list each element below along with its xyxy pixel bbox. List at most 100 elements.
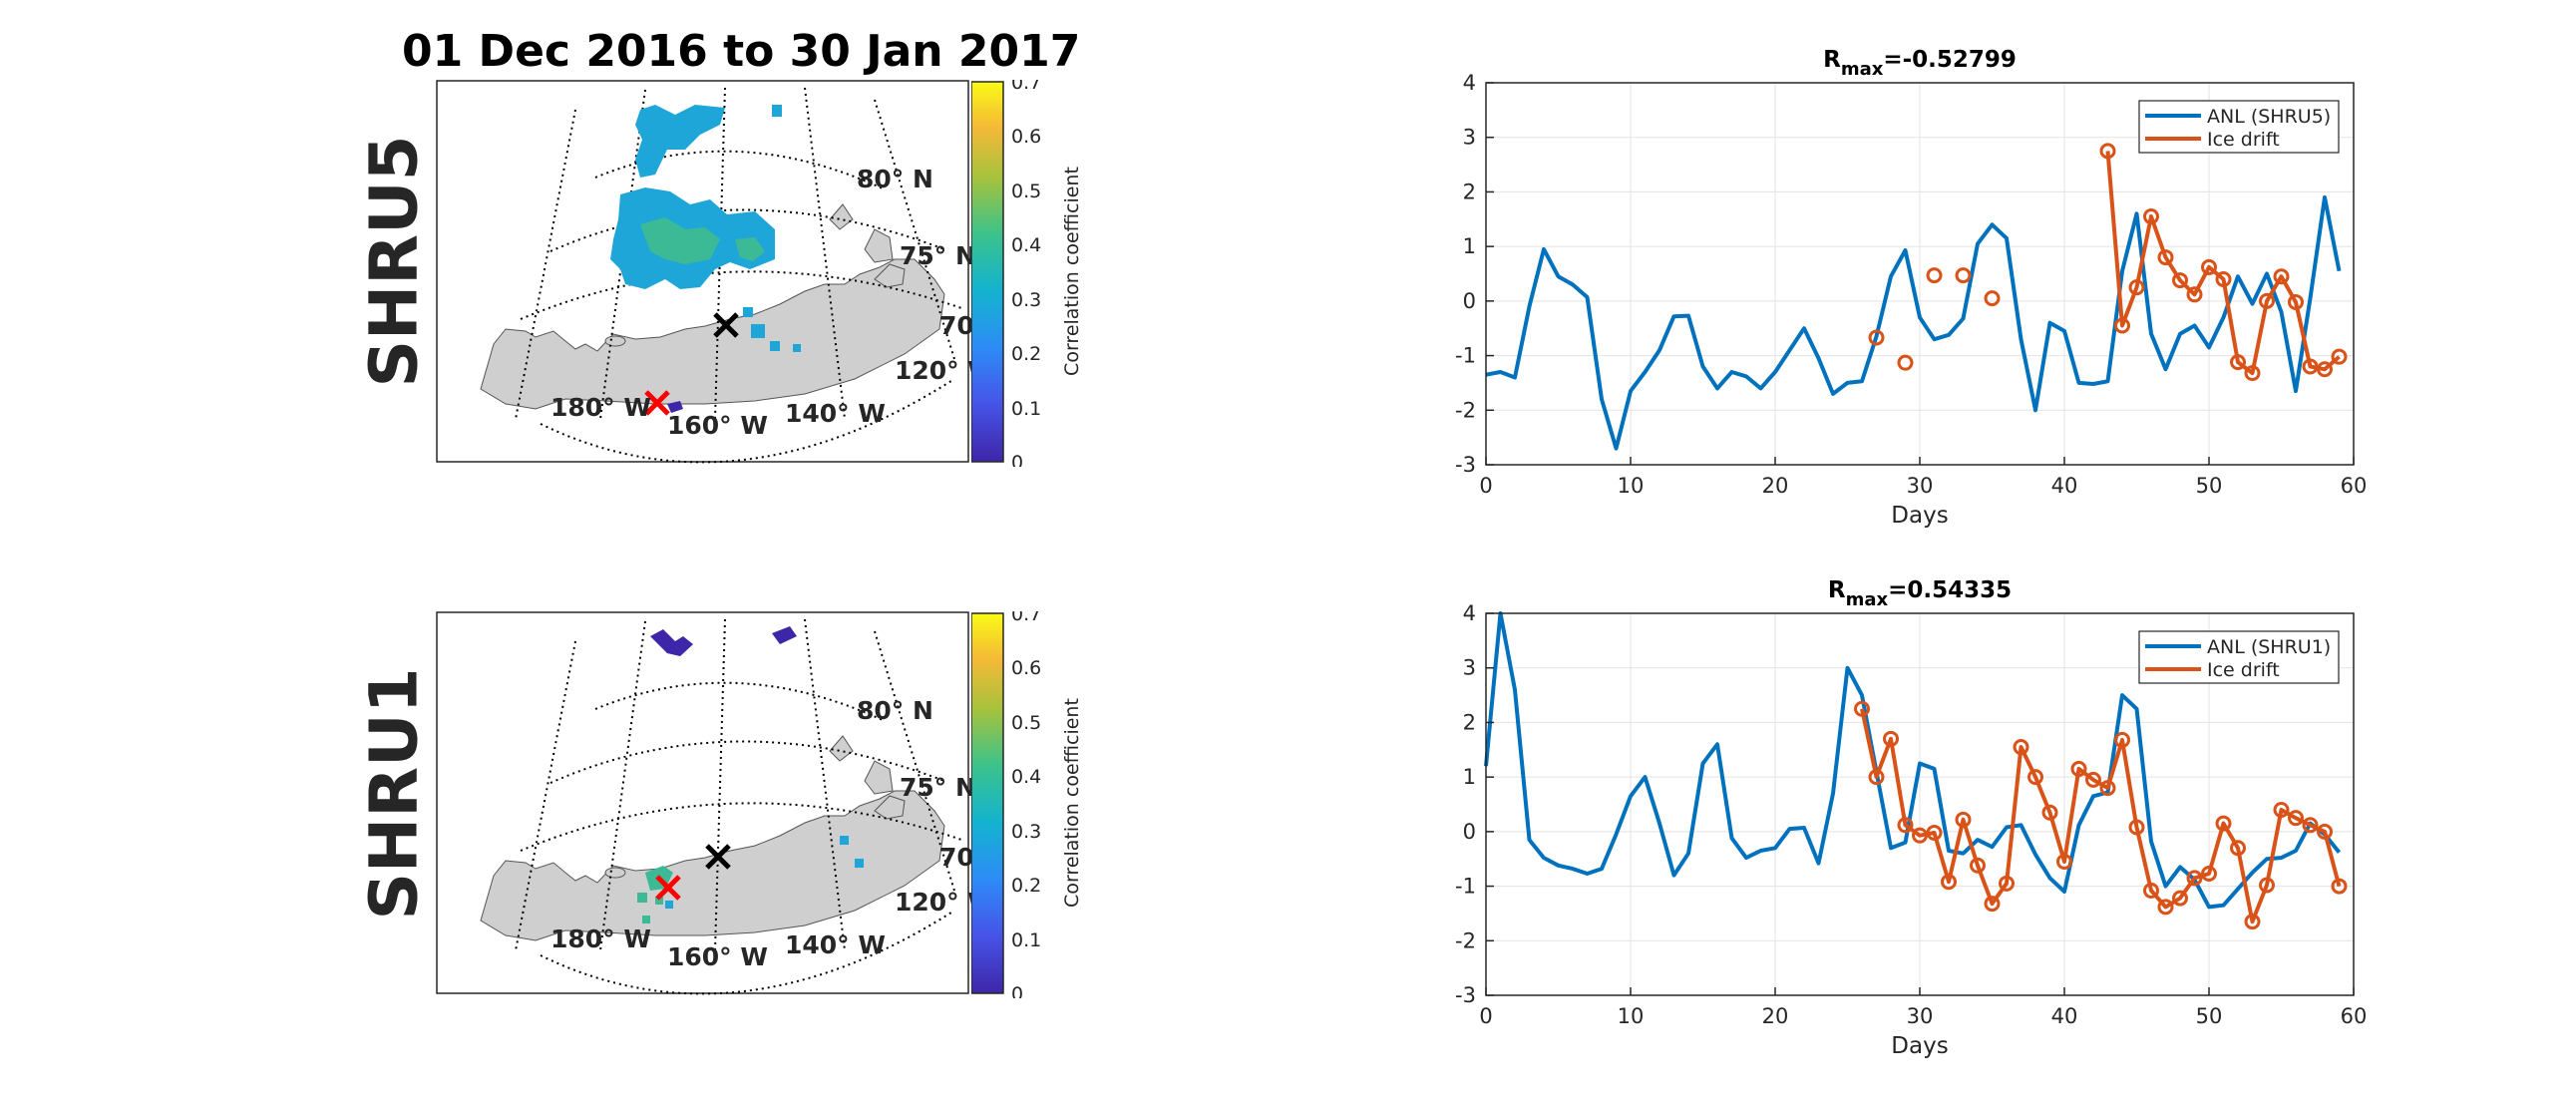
y-tick-label: -2 — [1455, 928, 1476, 952]
x-tick-label: 40 — [2051, 1004, 2078, 1028]
series-line — [1485, 194, 2342, 451]
data-point — [2085, 771, 2101, 788]
data-point — [2070, 760, 2087, 777]
land-island — [864, 228, 894, 263]
graticule — [515, 618, 965, 995]
figure-title: 01 Dec 2016 to 30 Jan 2017 — [402, 26, 1081, 77]
colorbar-tick: 0.5 — [1011, 181, 1041, 202]
colorbar-tick: 0 — [1011, 452, 1023, 467]
data-point — [2317, 361, 2333, 378]
lat-label: 75° N — [900, 773, 974, 802]
data-point — [2331, 348, 2348, 365]
data-point — [2041, 804, 2058, 821]
lat-label: 80° N — [857, 696, 933, 725]
data-point — [2244, 365, 2261, 382]
data-point — [2099, 780, 2116, 797]
lat-label: 70° N — [939, 311, 974, 340]
y-tick-label: 2 — [1463, 710, 1476, 734]
chart-title: Rmax=0.54335 — [1828, 577, 2012, 610]
line-chart-shru1: 0 10 20 30 40 50 60 -3 -2 -1 0 1 2 3 4 Days Rmax=0.54335… — [1455, 577, 2368, 1059]
correlation-patches — [610, 105, 801, 413]
legend-entry: Ice drift — [2207, 659, 2280, 681]
y-tick-label: -3 — [1455, 453, 1476, 477]
data-point — [1926, 267, 1943, 284]
x-tick-label: 20 — [1762, 1004, 1789, 1028]
colorbar-label: Correlation coefficient — [1061, 698, 1083, 908]
colorbar-tick: 0.6 — [1011, 657, 1041, 679]
x-tick-label: 20 — [1762, 474, 1789, 498]
land-island — [829, 203, 854, 230]
colorbar-shru5: 0.7 0.6 0.5 0.4 0.3 0.2 0.1 0 — [971, 80, 1041, 467]
colorbar-tick: 0.1 — [1011, 398, 1041, 420]
data-point — [1970, 857, 1986, 874]
data-point — [2273, 268, 2290, 285]
x-tick-label: 10 — [1618, 474, 1645, 498]
legend-box — [2138, 630, 2340, 684]
x-tick-label: 40 — [2051, 474, 2078, 498]
data-point — [2157, 249, 2174, 266]
legend-entry: ANL (SHRU1) — [2207, 636, 2331, 658]
data-point — [2244, 914, 2261, 930]
series-line — [1860, 708, 2342, 924]
chart-title: Rmax=-0.52799 — [1823, 47, 2017, 80]
legend-entry: Ice drift — [2207, 129, 2280, 151]
graticule — [515, 87, 965, 464]
station-marker-black-x — [705, 844, 731, 870]
colorbar-tick: 0.4 — [1011, 766, 1041, 788]
data-point — [1941, 874, 1957, 891]
y-tick-label: 3 — [1463, 126, 1476, 150]
y-tick-label: 1 — [1463, 234, 1476, 258]
lon-label: 160° W — [667, 942, 768, 971]
row-label-shru1: SHRU1 — [355, 667, 433, 921]
data-point — [2215, 815, 2232, 832]
data-point — [2201, 865, 2217, 882]
colorbar-tick: 0.7 — [1011, 80, 1041, 94]
colorbar-tick: 0.4 — [1011, 234, 1041, 256]
data-point — [2215, 270, 2232, 287]
data-point — [2230, 354, 2246, 371]
y-tick-label: -2 — [1455, 398, 1476, 422]
colorbar-label: Correlation coefficient — [1061, 167, 1083, 376]
colorbar-tick: 0 — [1011, 983, 1023, 998]
land-island — [604, 867, 626, 879]
data-point — [1897, 817, 1914, 834]
colorbar-tick: 0.1 — [1011, 929, 1041, 951]
station-marker-red-x — [655, 875, 681, 901]
data-point — [1984, 290, 2001, 307]
data-point — [1955, 811, 1972, 828]
colorbar-tick: 0.5 — [1011, 712, 1041, 734]
data-point — [2230, 840, 2246, 857]
data-point — [2157, 899, 2174, 916]
lon-label: 180° W — [551, 393, 651, 422]
lon-label: 140° W — [785, 399, 886, 428]
station-marker-red-x — [644, 390, 670, 416]
colorbar-tick: 0.3 — [1011, 289, 1041, 311]
data-point — [2128, 279, 2145, 296]
colorbar-shru1: 0.7 0.6 0.5 0.4 0.3 0.2 0.1 0 — [971, 611, 1041, 998]
x-tick-label: 60 — [2341, 1004, 2368, 1028]
y-tick-label: -3 — [1455, 983, 1476, 1007]
data-point — [2099, 143, 2116, 160]
land-island — [864, 760, 894, 795]
x-tick-label: 0 — [1479, 1004, 1492, 1028]
data-point — [1999, 875, 2015, 892]
data-point — [2143, 882, 2159, 899]
legend-box — [2138, 100, 2340, 154]
y-tick-label: 4 — [1463, 71, 1476, 95]
x-tick-label: 50 — [2196, 474, 2223, 498]
lon-label: 180° W — [551, 924, 651, 953]
data-point — [2273, 801, 2290, 818]
x-tick-label: 60 — [2341, 474, 2368, 498]
land-alaska — [480, 258, 945, 410]
x-tick-label: 30 — [1907, 1004, 1934, 1028]
map-shru1: 80° N 75° N 70° N 180° W 160° W 140° W 1… — [436, 611, 974, 995]
data-point — [2143, 208, 2159, 225]
line-chart-shru5: 0 10 20 30 40 50 60 -3 -2 -1 0 1 2 3 4 Days Rmax=-0.5279… — [1455, 47, 2368, 529]
data-point — [1984, 896, 2001, 913]
data-point — [2027, 769, 2043, 786]
lat-label: 70° N — [939, 843, 974, 872]
land-island — [829, 735, 854, 762]
data-point — [2302, 817, 2319, 834]
y-tick-label: 2 — [1463, 180, 1476, 203]
x-axis-label: Days — [1891, 1033, 1948, 1059]
